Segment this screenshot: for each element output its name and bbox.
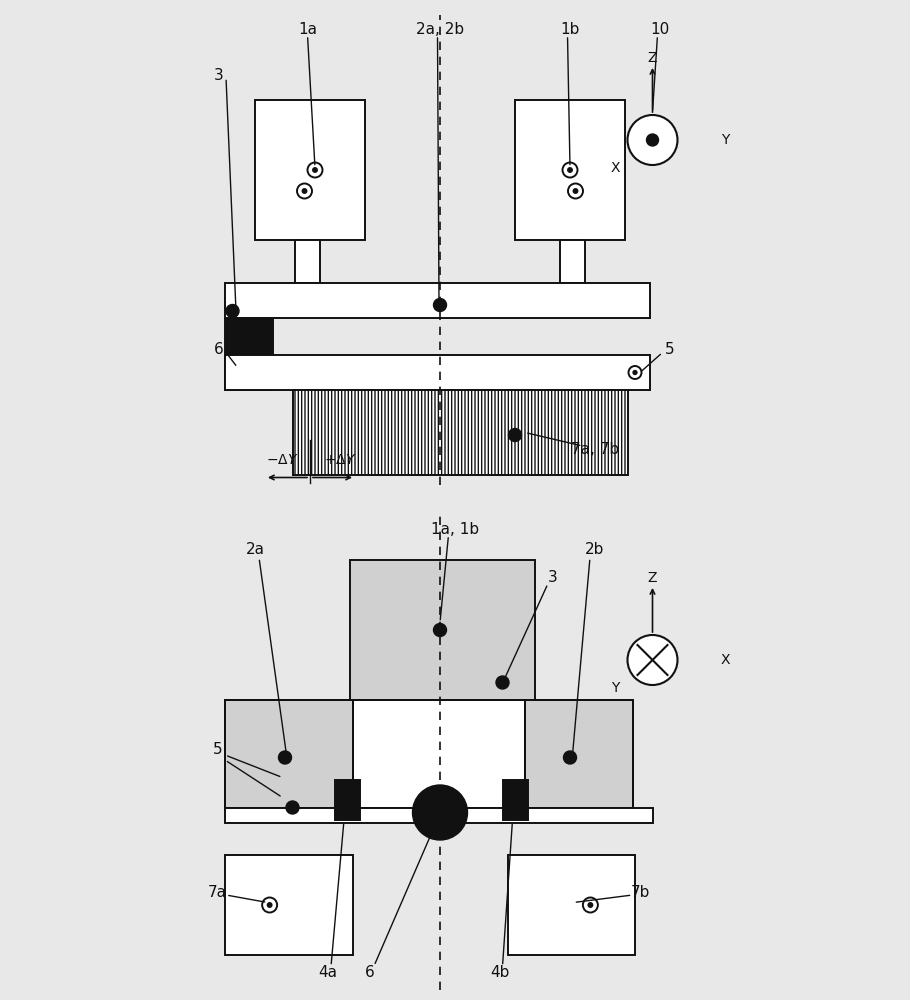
- Text: Y: Y: [721, 133, 729, 147]
- Circle shape: [496, 676, 509, 689]
- Text: 1a, 1b: 1a, 1b: [431, 522, 479, 538]
- Text: Y: Y: [611, 680, 619, 694]
- Circle shape: [583, 898, 598, 912]
- Circle shape: [628, 635, 678, 685]
- Bar: [255, 100, 365, 240]
- Circle shape: [509, 428, 521, 442]
- Text: 1b: 1b: [561, 22, 580, 37]
- Circle shape: [226, 304, 239, 318]
- Circle shape: [278, 751, 291, 764]
- Text: 7b: 7b: [631, 885, 650, 900]
- Text: Z: Z: [648, 570, 657, 584]
- Text: X: X: [720, 653, 730, 667]
- Text: Z: Z: [648, 50, 657, 64]
- Text: 3: 3: [214, 68, 224, 83]
- Text: 7a: 7a: [208, 885, 227, 900]
- Bar: [515, 100, 625, 240]
- Bar: [508, 855, 635, 955]
- Circle shape: [633, 371, 637, 374]
- Circle shape: [433, 298, 447, 312]
- Text: 6: 6: [365, 965, 375, 980]
- Circle shape: [297, 184, 312, 198]
- Text: 4a: 4a: [318, 965, 337, 980]
- Circle shape: [302, 189, 307, 193]
- Bar: [560, 240, 585, 282]
- Circle shape: [563, 751, 577, 764]
- Circle shape: [568, 168, 572, 172]
- Circle shape: [568, 184, 583, 198]
- Text: 7a, 7b: 7a, 7b: [571, 442, 619, 458]
- Bar: [225, 318, 272, 390]
- Text: 2a, 2b: 2a, 2b: [416, 22, 464, 37]
- Bar: [225, 355, 650, 390]
- Bar: [525, 700, 632, 808]
- Circle shape: [629, 366, 642, 379]
- Bar: [350, 560, 535, 700]
- Circle shape: [313, 168, 318, 172]
- Bar: [225, 700, 352, 808]
- Text: $-\Delta Y$: $-\Delta Y$: [267, 453, 298, 467]
- Text: 1a: 1a: [298, 22, 317, 37]
- Text: 5: 5: [213, 742, 222, 758]
- Circle shape: [573, 189, 578, 193]
- Text: $+\Delta Y$: $+\Delta Y$: [324, 453, 356, 467]
- Circle shape: [588, 903, 592, 907]
- Bar: [502, 780, 528, 820]
- Circle shape: [308, 162, 322, 178]
- Circle shape: [286, 801, 299, 814]
- Text: 4b: 4b: [490, 965, 510, 980]
- Text: X: X: [611, 160, 620, 174]
- Text: 6: 6: [214, 342, 224, 358]
- Bar: [225, 808, 652, 822]
- Circle shape: [433, 624, 447, 637]
- Bar: [225, 282, 650, 318]
- Circle shape: [562, 162, 578, 178]
- Bar: [335, 780, 360, 820]
- Bar: [225, 855, 352, 955]
- Circle shape: [628, 115, 678, 165]
- Circle shape: [412, 785, 468, 840]
- Bar: [292, 390, 628, 475]
- Text: 2a: 2a: [246, 542, 265, 558]
- Circle shape: [268, 903, 272, 907]
- Text: 10: 10: [651, 22, 670, 37]
- Bar: [295, 240, 320, 282]
- Circle shape: [646, 134, 659, 146]
- Text: 3: 3: [548, 570, 557, 585]
- Bar: [225, 700, 632, 808]
- Circle shape: [262, 898, 278, 912]
- Text: 5: 5: [665, 342, 675, 358]
- Bar: [352, 700, 525, 808]
- Text: 2b: 2b: [585, 542, 604, 558]
